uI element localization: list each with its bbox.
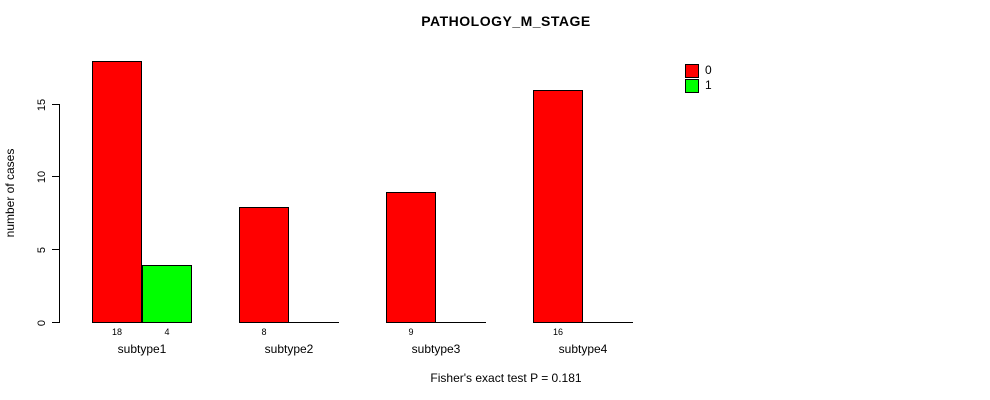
zero-bar-subtype4-series-1 — [583, 322, 633, 323]
y-axis-tick — [52, 249, 59, 250]
legend-item-0: 0 — [685, 63, 712, 78]
legend-label: 1 — [705, 78, 712, 92]
zero-bar-subtype3-series-1 — [436, 322, 486, 323]
category-label-subtype3: subtype3 — [411, 342, 461, 356]
legend-swatch-icon — [685, 63, 699, 78]
category-label-subtype1: subtype1 — [117, 342, 167, 356]
bar-subtype3-series-0 — [386, 192, 436, 323]
bar-value-label: 9 — [408, 327, 414, 337]
zero-bar-subtype2-series-1 — [289, 322, 339, 323]
y-axis-tick — [52, 176, 59, 177]
legend-item-1: 1 — [685, 78, 712, 93]
bar-subtype1-series-0 — [92, 61, 142, 323]
category-label-subtype2: subtype2 — [264, 342, 314, 356]
y-axis-tick-label: 5 — [36, 246, 48, 253]
bar-value-label: 8 — [261, 327, 267, 337]
y-axis-title: number of cases — [3, 148, 17, 238]
y-axis-tick-label: 0 — [36, 319, 48, 326]
bar-subtype2-series-0 — [239, 207, 289, 323]
legend-label: 0 — [705, 63, 712, 77]
y-axis-tick-label: 15 — [36, 98, 48, 111]
bar-value-label: 18 — [111, 327, 122, 337]
legend-swatch-icon — [685, 78, 699, 93]
y-axis-line — [59, 104, 60, 323]
category-label-subtype4: subtype4 — [558, 342, 608, 356]
bar-value-label: 4 — [164, 327, 170, 337]
y-axis-tick — [52, 322, 59, 323]
y-axis-tick-label: 10 — [36, 170, 48, 183]
bar-subtype1-series-1 — [142, 265, 192, 323]
y-axis-tick — [52, 104, 59, 105]
chart-title: PATHOLOGY_M_STAGE — [421, 13, 591, 29]
bar-subtype4-series-0 — [533, 90, 583, 323]
annotation-text: Fisher's exact test P = 0.181 — [430, 371, 582, 385]
bar-value-label: 16 — [552, 327, 563, 337]
